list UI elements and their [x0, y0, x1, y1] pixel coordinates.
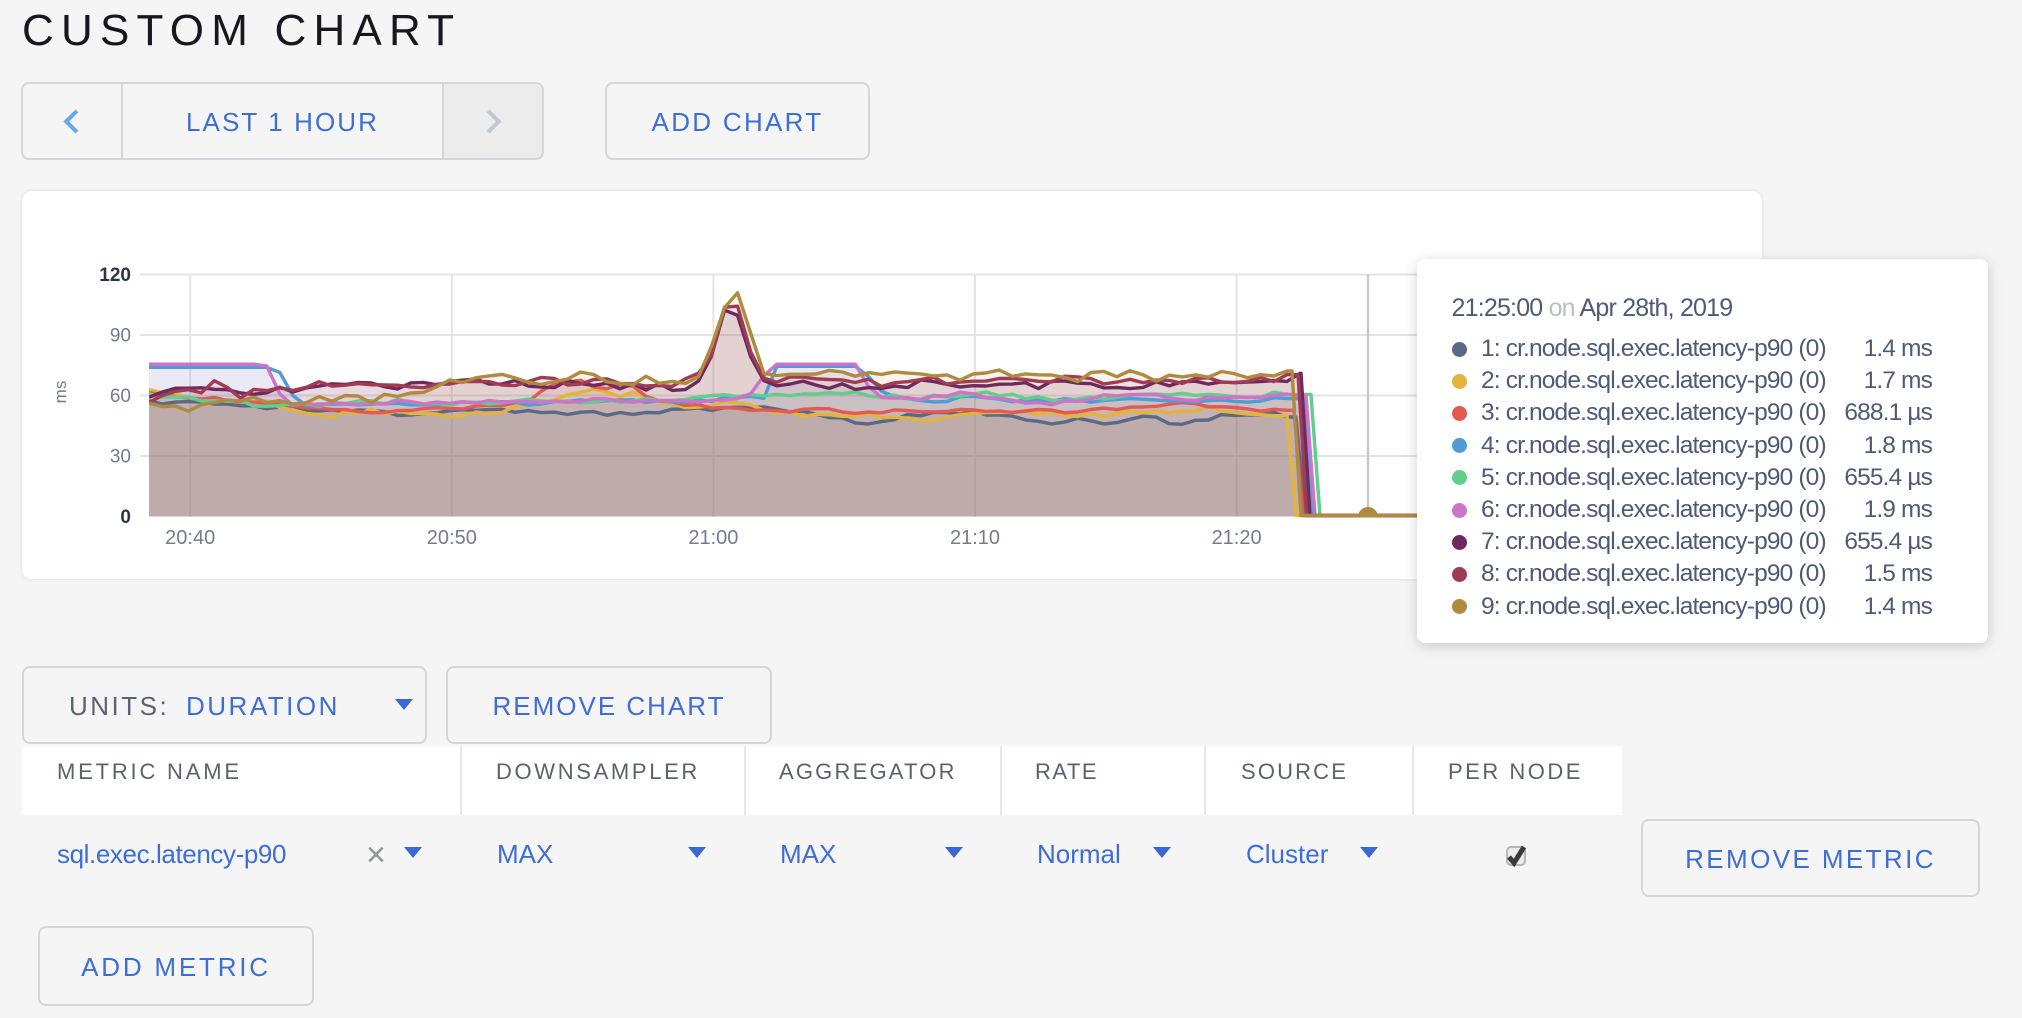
svg-text:21:10: 21:10 [950, 527, 1000, 549]
svg-text:21:00: 21:00 [688, 527, 738, 549]
svg-text:21:20: 21:20 [1212, 527, 1262, 549]
svg-text:20:40: 20:40 [165, 527, 215, 549]
svg-text:0: 0 [120, 507, 131, 528]
svg-text:30: 30 [110, 447, 131, 468]
svg-text:90: 90 [110, 326, 131, 347]
svg-text:120: 120 [99, 265, 131, 286]
svg-text:60: 60 [110, 386, 131, 407]
svg-text:20:50: 20:50 [427, 527, 477, 549]
